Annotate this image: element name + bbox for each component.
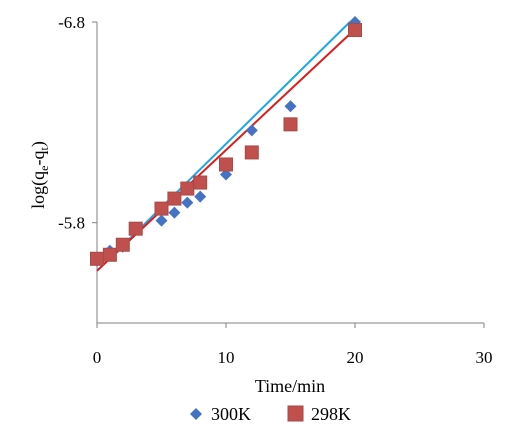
axes: 0 10 20 30 -6.8 -5.8 xyxy=(58,13,492,367)
legend-marker-298k xyxy=(287,405,304,422)
point-300k xyxy=(220,168,232,181)
point-300k xyxy=(284,100,297,113)
point-300k xyxy=(181,196,194,209)
data-points xyxy=(90,16,362,267)
point-300k xyxy=(155,214,168,227)
x-tick-label: 30 xyxy=(476,348,493,367)
legend-marker-300k xyxy=(190,408,202,420)
point-298k xyxy=(348,23,362,38)
point-298k xyxy=(128,221,143,236)
point-298k xyxy=(102,247,117,262)
x-ticks: 0 10 20 30 xyxy=(93,323,493,367)
point-298k xyxy=(219,157,233,172)
y-axis-title: log(qe-qt) xyxy=(28,141,51,209)
y-title-main: log(q xyxy=(28,171,49,209)
point-298k xyxy=(167,191,182,206)
legend: 300K 298K xyxy=(190,404,351,424)
y-tick-label: -5.8 xyxy=(58,214,85,233)
y-title-sub2: t xyxy=(37,147,51,151)
x-tick-label: 10 xyxy=(218,348,235,367)
legend-label-298k: 298K xyxy=(311,404,351,424)
legend-label-300k: 300K xyxy=(211,404,251,424)
point-298k xyxy=(90,251,104,266)
y-tick-label: -6.8 xyxy=(58,13,85,32)
point-298k xyxy=(193,175,208,190)
y-title-end: ) xyxy=(28,141,49,147)
y-ticks: -6.8 -5.8 xyxy=(58,13,97,233)
x-tick-label: 20 xyxy=(347,348,364,367)
point-300k xyxy=(245,124,258,137)
point-298k xyxy=(154,201,169,216)
point-298k xyxy=(244,145,259,160)
x-axis-title: Time/min xyxy=(255,376,325,396)
point-300k xyxy=(168,206,181,219)
point-298k xyxy=(115,237,130,252)
y-title-mid: -q xyxy=(28,151,48,166)
y-title-sub1: e xyxy=(37,166,51,171)
point-298k xyxy=(180,181,195,196)
x-tick-label: 0 xyxy=(93,348,102,367)
point-300k xyxy=(194,190,207,203)
point-298k xyxy=(283,117,298,132)
